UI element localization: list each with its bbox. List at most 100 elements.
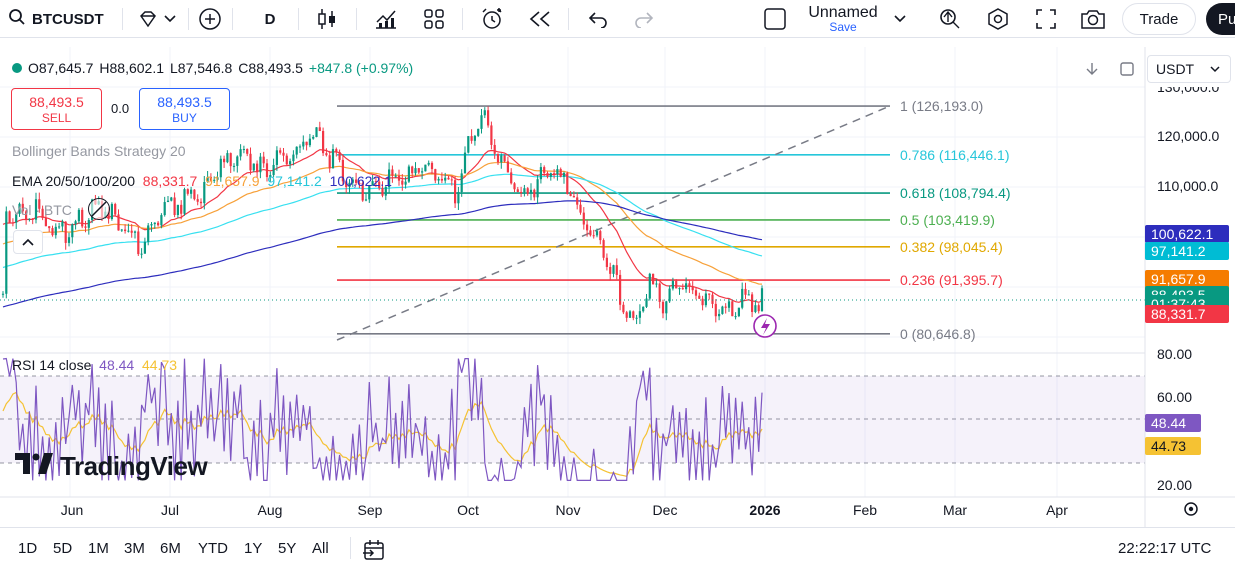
candle-body bbox=[615, 265, 618, 275]
candle-body bbox=[741, 288, 744, 308]
quick-search-button[interactable] bbox=[932, 0, 968, 38]
rsi-axis-tag: 48.44 bbox=[1145, 414, 1201, 432]
gear-icon[interactable] bbox=[1184, 502, 1198, 516]
undo-button[interactable] bbox=[582, 0, 614, 38]
candle-body bbox=[760, 288, 764, 312]
indicator-templates-button[interactable] bbox=[128, 0, 186, 38]
redo-button[interactable] bbox=[628, 0, 660, 38]
layout-button[interactable] bbox=[416, 0, 452, 38]
add-symbol-button[interactable] bbox=[193, 0, 227, 38]
chart-canvas[interactable]: 1 (126,193.0) 0.786 (116,446.1) 0.618 (108… bbox=[0, 47, 1235, 527]
candle-body bbox=[440, 178, 443, 181]
candle-body bbox=[295, 146, 298, 155]
open-value: O87,645.7 bbox=[28, 60, 94, 76]
indicators-button[interactable] bbox=[368, 0, 404, 38]
layout-menu-button[interactable] bbox=[890, 0, 910, 38]
candle-body bbox=[48, 226, 51, 229]
timeframe-1y-button[interactable]: 1Y bbox=[244, 540, 263, 557]
candle-body bbox=[279, 150, 282, 153]
rsi-axis-tag: 44.73 bbox=[1145, 437, 1201, 455]
chart-type-button[interactable] bbox=[310, 0, 344, 38]
chevron-down-icon bbox=[894, 15, 906, 23]
candle-body bbox=[628, 311, 632, 318]
snapshot-button[interactable] bbox=[1074, 0, 1112, 38]
arrow-down-icon bbox=[1086, 63, 1098, 75]
candle-body bbox=[1, 293, 5, 295]
candle-body bbox=[496, 153, 500, 163]
candle-body bbox=[480, 115, 483, 129]
currency-selector[interactable]: USDT bbox=[1147, 55, 1231, 83]
candle-body bbox=[595, 231, 599, 236]
lightning-icon[interactable] bbox=[753, 314, 777, 338]
candle-body bbox=[348, 182, 351, 188]
trade-button[interactable]: Trade bbox=[1122, 3, 1196, 35]
candle-body bbox=[355, 179, 358, 183]
settings-button[interactable] bbox=[980, 0, 1016, 38]
publish-button[interactable]: Pu bbox=[1206, 3, 1235, 35]
collapse-legend-button[interactable] bbox=[13, 230, 43, 254]
timeframe-1m-button[interactable]: 1M bbox=[88, 540, 109, 557]
candle-body bbox=[186, 189, 189, 194]
hide-indicator-icon[interactable] bbox=[88, 198, 110, 220]
fib-level-label: 1 (126,193.0) bbox=[900, 98, 983, 114]
price-axis-tag: 97,141.2 bbox=[1145, 242, 1229, 261]
candle-body bbox=[718, 313, 721, 317]
interval-button[interactable]: D bbox=[264, 10, 276, 28]
candle-body bbox=[285, 155, 288, 165]
replay-button[interactable] bbox=[522, 0, 558, 38]
close-value: C88,493.5 bbox=[238, 60, 303, 76]
rsi-ma-value: 44.73 bbox=[141, 357, 178, 373]
alert-button[interactable] bbox=[474, 0, 510, 38]
price-axis-tick: 110,000.0 bbox=[1157, 178, 1219, 194]
candle-body bbox=[289, 161, 292, 165]
candle-body bbox=[572, 196, 575, 198]
candle-body bbox=[335, 149, 338, 152]
price-axis-tag: 91,657.9 bbox=[1145, 269, 1229, 288]
chevron-down-icon bbox=[1210, 65, 1220, 72]
symbol-search[interactable]: BTCUSDT bbox=[8, 0, 120, 38]
candle-body bbox=[166, 200, 170, 203]
layout-name-button[interactable]: Unnamed Save bbox=[798, 0, 888, 38]
utc-clock[interactable]: 22:22:17 UTC bbox=[1118, 540, 1212, 557]
timeframe-1d-button[interactable]: 1D bbox=[18, 540, 38, 557]
timeframe-5d-button[interactable]: 5D bbox=[53, 540, 73, 557]
candle-body bbox=[130, 230, 133, 233]
divider bbox=[350, 537, 351, 559]
chevron-down-icon bbox=[164, 15, 176, 23]
maximize-pane-button[interactable] bbox=[1114, 58, 1140, 80]
candle-body bbox=[407, 166, 410, 182]
candle-body bbox=[477, 128, 480, 136]
date-range-button[interactable] bbox=[362, 538, 388, 562]
fib-level-label: 0.5 (103,419.9) bbox=[900, 212, 995, 228]
timeframe-ytd-button[interactable]: YTD bbox=[198, 540, 228, 557]
timeframe-3m-button[interactable]: 3M bbox=[124, 540, 145, 557]
candle-body bbox=[378, 181, 381, 188]
candle-body bbox=[341, 159, 344, 182]
timeframe-6m-button[interactable]: 6M bbox=[160, 540, 181, 557]
candle-body bbox=[213, 179, 216, 181]
candle-body bbox=[302, 141, 305, 147]
candle-body bbox=[394, 175, 397, 177]
timeframe-5y-button[interactable]: 5Y bbox=[278, 540, 297, 557]
undo-icon bbox=[588, 12, 607, 28]
candle-body bbox=[371, 181, 374, 186]
candle-body bbox=[592, 235, 595, 237]
sell-button[interactable]: 88,493.5 SELL bbox=[11, 88, 102, 130]
buy-button[interactable]: 88,493.5 BUY bbox=[139, 88, 230, 130]
candle-body bbox=[701, 298, 704, 306]
candle-body bbox=[635, 317, 638, 319]
chart-down-arrow-button[interactable] bbox=[1079, 58, 1105, 80]
timeframe-all-button[interactable]: All bbox=[312, 540, 329, 557]
candle-body bbox=[694, 290, 698, 296]
candle-body bbox=[173, 197, 176, 216]
candle-body bbox=[427, 162, 430, 165]
candle-body bbox=[259, 156, 262, 173]
market-status-icon bbox=[12, 63, 22, 73]
candle-body bbox=[54, 226, 57, 236]
candle-body bbox=[275, 150, 278, 165]
layout-checkbox[interactable] bbox=[760, 0, 790, 38]
fib-level-label: 0.236 (91,395.7) bbox=[900, 272, 1003, 288]
spread-value: 0.0 bbox=[111, 101, 130, 116]
fullscreen-button[interactable] bbox=[1028, 0, 1064, 38]
candle-body bbox=[711, 294, 714, 304]
